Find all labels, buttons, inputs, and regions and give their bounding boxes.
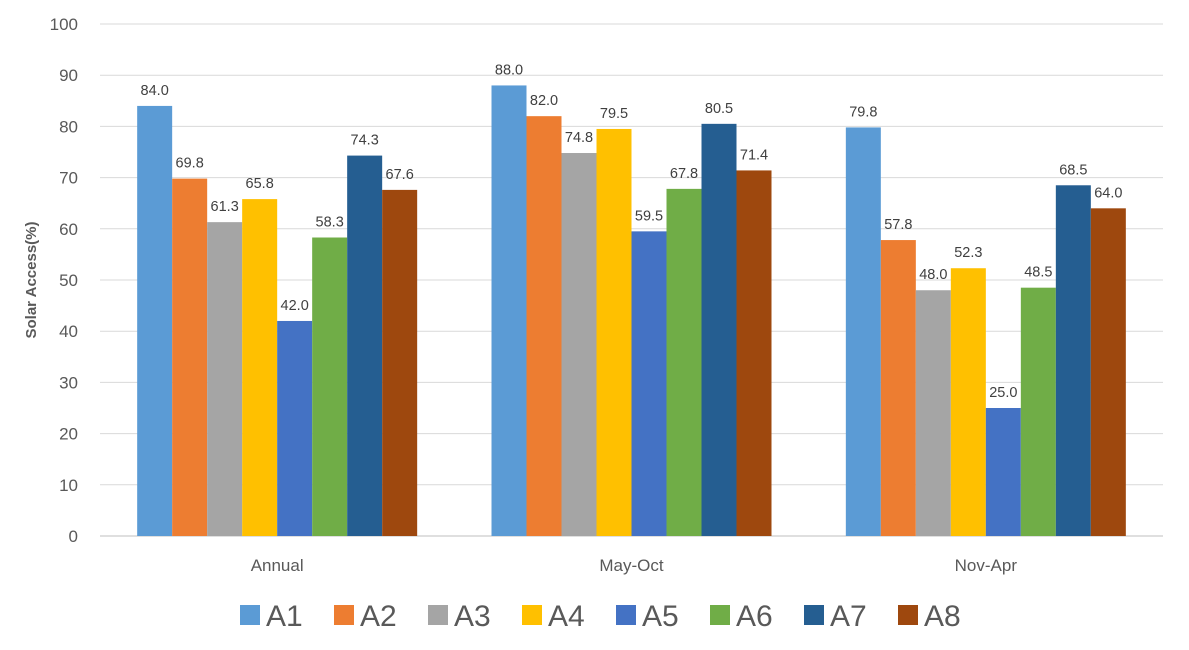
y-tick-label: 40 xyxy=(59,322,78,341)
bar-a1-nov-apr xyxy=(845,127,881,536)
bar-a6-may-oct xyxy=(666,188,702,536)
bar-a2-nov-apr xyxy=(880,240,916,536)
legend-swatch-a4 xyxy=(522,605,542,625)
data-label: 48.0 xyxy=(919,267,947,283)
x-tick-label: Nov-Apr xyxy=(955,556,1018,575)
bar-a2-may-oct xyxy=(526,116,562,536)
legend-label-a3: A3 xyxy=(454,600,491,633)
x-tick-label: Annual xyxy=(251,556,304,575)
legend-swatch-a1 xyxy=(240,605,260,625)
bar-a6-annual xyxy=(312,237,348,536)
data-label: 61.3 xyxy=(211,199,239,215)
bar-a5-annual xyxy=(277,320,313,536)
data-label: 88.0 xyxy=(495,62,523,78)
data-label: 79.5 xyxy=(600,106,628,122)
bar-a4-annual xyxy=(242,199,278,536)
bar-a7-nov-apr xyxy=(1055,185,1091,536)
legend-swatch-a5 xyxy=(616,605,636,625)
legend-swatch-a2 xyxy=(334,605,354,625)
legend-swatch-a8 xyxy=(898,605,918,625)
data-label: 42.0 xyxy=(281,298,309,314)
data-label: 48.5 xyxy=(1024,265,1052,281)
y-tick-label: 60 xyxy=(59,220,78,239)
bar-a8-nov-apr xyxy=(1090,208,1126,536)
legend-swatch-a6 xyxy=(710,605,730,625)
bar-a8-may-oct xyxy=(736,170,772,536)
bar-a1-annual xyxy=(137,105,173,537)
y-tick-label: 10 xyxy=(59,476,78,495)
data-label: 71.4 xyxy=(740,147,768,163)
y-tick-label: 100 xyxy=(50,15,78,34)
data-label: 84.0 xyxy=(141,83,169,99)
y-tick-label: 70 xyxy=(59,169,78,188)
legend-label-a6: A6 xyxy=(736,600,773,633)
legend-label-a1: A1 xyxy=(266,600,303,633)
data-label: 67.6 xyxy=(386,167,414,183)
bar-a3-may-oct xyxy=(561,153,597,537)
bar-a5-may-oct xyxy=(631,231,667,537)
y-tick-label: 90 xyxy=(59,66,78,85)
data-label: 64.0 xyxy=(1094,185,1122,201)
y-tick-label: 50 xyxy=(59,271,78,290)
x-tick-label: May-Oct xyxy=(599,556,664,575)
data-label: 68.5 xyxy=(1059,162,1087,178)
legend-swatch-a3 xyxy=(428,605,448,625)
data-label: 74.3 xyxy=(351,133,379,149)
bar-a1-may-oct xyxy=(491,85,527,536)
bar-a8-annual xyxy=(382,189,418,536)
legend-label-a2: A2 xyxy=(360,600,397,633)
bar-a5-nov-apr xyxy=(985,408,1021,536)
data-label: 82.0 xyxy=(530,93,558,109)
data-label: 65.8 xyxy=(246,176,274,192)
data-label: 25.0 xyxy=(989,385,1017,401)
y-tick-label: 30 xyxy=(59,373,78,392)
y-tick-label: 20 xyxy=(59,425,78,444)
bar-a3-nov-apr xyxy=(915,290,951,536)
bar-a2-annual xyxy=(172,178,208,536)
data-label: 69.8 xyxy=(176,156,204,172)
data-label: 52.3 xyxy=(954,245,982,261)
data-label: 79.8 xyxy=(849,104,877,120)
y-axis-title: Solar Access(%) xyxy=(23,221,40,338)
legend-label-a8: A8 xyxy=(924,600,961,633)
legend-label-a7: A7 xyxy=(830,600,867,633)
legend-label-a4: A4 xyxy=(548,600,585,633)
bar-a4-may-oct xyxy=(596,128,632,536)
legend-swatch-a7 xyxy=(804,605,824,625)
bar-a7-may-oct xyxy=(701,123,737,536)
data-label: 57.8 xyxy=(884,217,912,233)
data-label: 67.8 xyxy=(670,166,698,182)
y-tick-label: 0 xyxy=(69,527,78,546)
bar-a3-annual xyxy=(207,222,243,537)
legend-label-a5: A5 xyxy=(642,600,679,633)
data-label: 58.3 xyxy=(316,215,344,231)
bar-a7-annual xyxy=(347,155,383,537)
y-tick-label: 80 xyxy=(59,117,78,136)
bar-a4-nov-apr xyxy=(950,268,986,536)
bar-a6-nov-apr xyxy=(1020,287,1056,536)
data-label: 74.8 xyxy=(565,130,593,146)
data-label: 59.5 xyxy=(635,208,663,224)
data-label: 80.5 xyxy=(705,101,733,117)
